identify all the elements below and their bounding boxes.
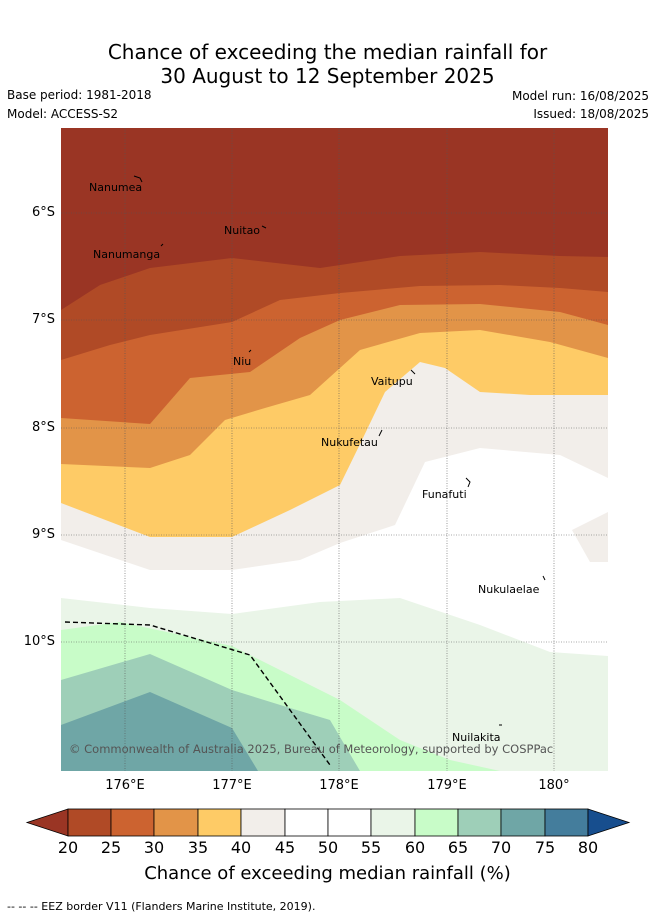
band-75-80	[61, 692, 258, 771]
colorbar-extend-low	[25, 808, 69, 837]
colorbar-segment-20-25	[67, 808, 112, 837]
label-nanumanga: Nanumanga	[93, 248, 160, 261]
label-nuitao: Nuitao	[224, 224, 260, 237]
island-nanumea	[133, 175, 143, 183]
colorbar-tick-80: 80	[577, 838, 599, 857]
lon-label-176e: 176°E	[105, 778, 145, 793]
island-vaitupu	[410, 369, 416, 375]
colorbar-tick-45: 45	[274, 838, 296, 857]
colorbar-tick-55: 55	[360, 838, 382, 857]
label-vaitupu: Vaitupu	[371, 375, 413, 388]
colorbar-tick-20: 20	[57, 838, 79, 857]
base-period: Base period: 1981-2018	[7, 88, 152, 102]
colorbar-segment-30-35	[153, 808, 199, 837]
island-nukulaelae	[542, 575, 546, 581]
lat-label-6s: 6°S	[31, 205, 55, 220]
colorbar-tick-50: 50	[317, 838, 339, 857]
colorbar-tick-60: 60	[404, 838, 426, 857]
colorbar	[25, 808, 631, 837]
islands	[133, 175, 546, 726]
island-nukufetau	[378, 429, 383, 437]
colorbar-tick-65: 65	[447, 838, 469, 857]
lon-label-177e: 177°E	[212, 778, 252, 793]
place-labels: Nanumea Nuitao Nanumanga Niu Vaitupu Nuk…	[89, 181, 540, 744]
colorbar-segment-35-40	[197, 808, 242, 837]
colorbar-tick-75: 75	[534, 838, 556, 857]
island-nuitao	[261, 225, 267, 229]
title-line-2: 30 August to 12 September 2025	[160, 64, 495, 88]
title-line-1: Chance of exceeding the median rainfall …	[107, 40, 548, 64]
model-name: Model: ACCESS-S2	[7, 107, 119, 121]
grid-lines	[61, 128, 608, 771]
model-run: Model run: 16/08/2025	[511, 89, 649, 103]
colorbar-label: Chance of exceeding median rainfall (%)	[144, 863, 511, 884]
colorbar-segment-70-75	[500, 808, 546, 837]
island-funafuti	[465, 477, 471, 488]
colorbar-tick-30: 30	[143, 838, 165, 857]
colorbar-tick-25: 25	[100, 838, 122, 857]
eez-border-line	[64, 621, 331, 766]
colorbar-segment-50-55	[327, 808, 372, 837]
colorbar-segment-25-30	[110, 808, 155, 837]
island-niu	[248, 349, 252, 353]
colorbar-segment-40-45	[240, 808, 286, 837]
lon-label-180: 180°	[538, 778, 570, 793]
lat-label-10s: 10°S	[23, 634, 55, 649]
band-45-50-east	[572, 512, 608, 562]
island-nanumanga	[160, 243, 164, 247]
colorbar-tick-35: 35	[187, 838, 209, 857]
label-funafuti: Funafuti	[422, 488, 467, 501]
colorbar-segment-65-70	[457, 808, 502, 837]
colorbar-tick-70: 70	[490, 838, 512, 857]
label-nanumea: Nanumea	[89, 181, 142, 194]
colorbar-segment-75-80	[544, 808, 589, 837]
label-nuilakita: Nuilakita	[452, 731, 501, 744]
issued-date: Issued: 18/08/2025	[533, 107, 649, 121]
map-title: Chance of exceeding the median rainfall …	[0, 40, 655, 88]
colorbar-tick-40: 40	[230, 838, 252, 857]
colorbar-segment-55-60	[370, 808, 416, 837]
lat-label-7s: 7°S	[31, 312, 55, 327]
label-nukufetau: Nukufetau	[321, 436, 378, 449]
lon-label-178e: 178°E	[319, 778, 359, 793]
label-niu: Niu	[233, 355, 251, 368]
probability-contours	[61, 128, 608, 771]
colorbar-segment-45-50	[284, 808, 329, 837]
colorbar-segment-60-65	[414, 808, 459, 837]
colorbar-extend-high	[587, 808, 631, 837]
copyright-notice: © Commonwealth of Australia 2025, Bureau…	[69, 742, 553, 756]
eez-legend-footer: -- -- -- EEZ border V11 (Flanders Marine…	[7, 900, 316, 913]
lat-label-8s: 8°S	[31, 420, 55, 435]
lat-label-9s: 9°S	[31, 527, 55, 542]
lon-label-179e: 179°E	[427, 778, 467, 793]
label-nukulaelae: Nukulaelae	[478, 583, 540, 596]
